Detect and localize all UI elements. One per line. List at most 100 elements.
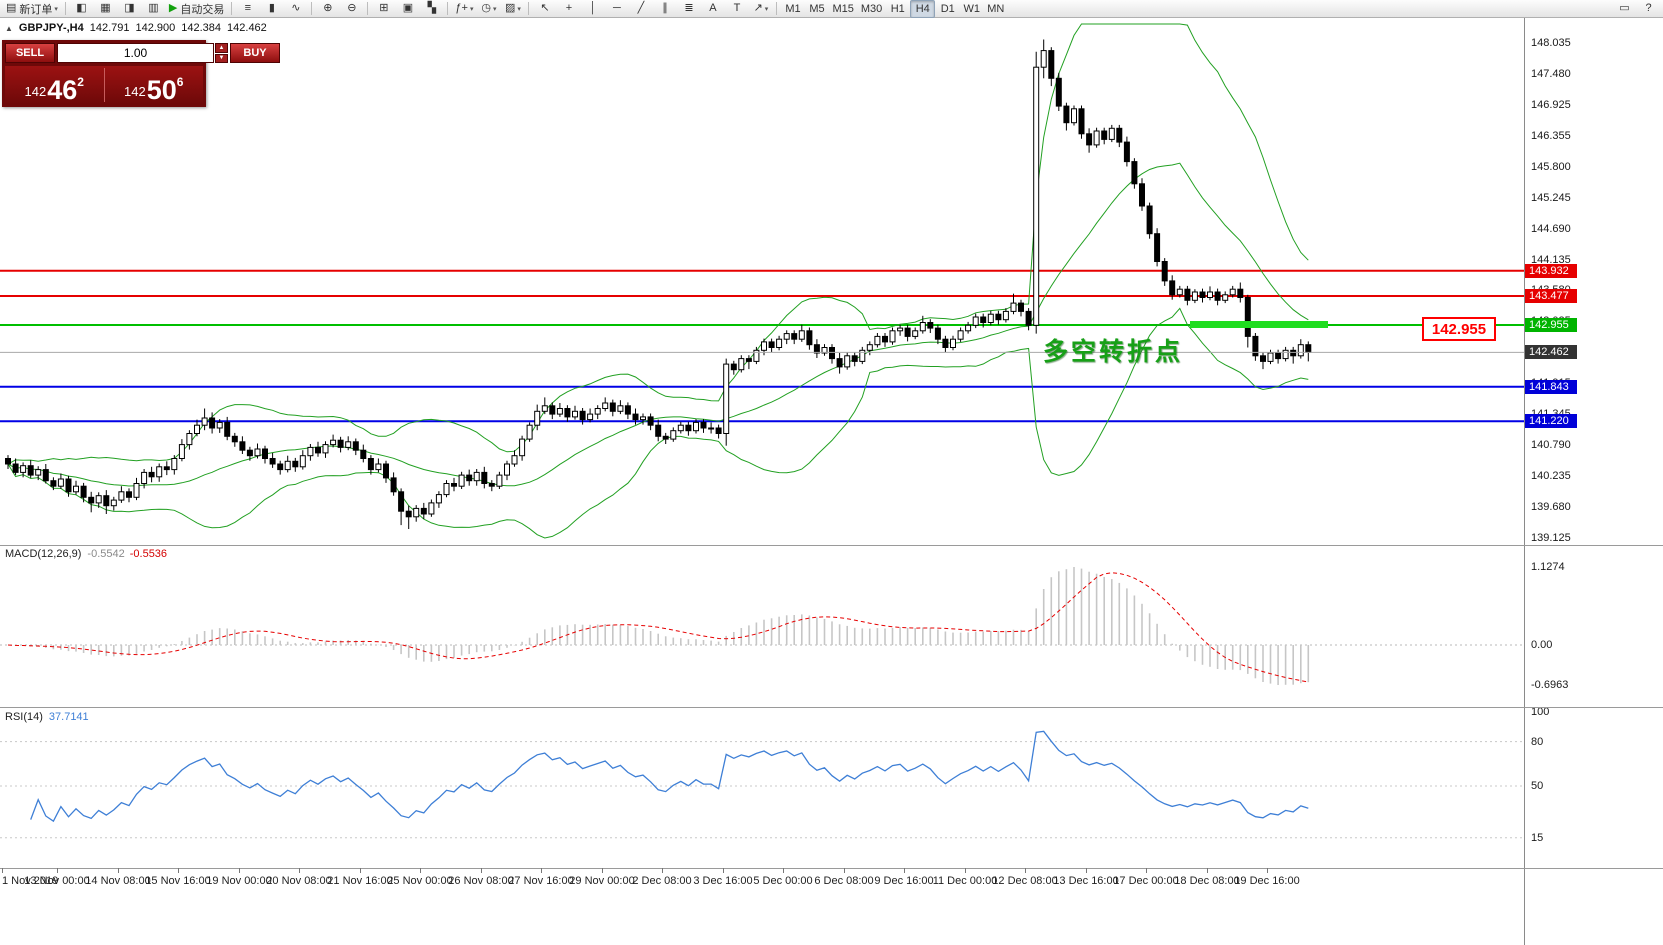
- arrows-button[interactable]: ↗ ▾: [749, 1, 772, 17]
- price-level-callout[interactable]: 142.955: [1422, 317, 1496, 341]
- chart-plot-area[interactable]: [0, 18, 1524, 870]
- price-divider: [103, 68, 105, 102]
- timeframe-w1-button[interactable]: W1: [960, 1, 983, 17]
- time-axis-separator: [0, 868, 1663, 869]
- sell-button[interactable]: SELL: [5, 43, 55, 63]
- chart-text-annotation[interactable]: 多空转折点: [1043, 338, 1184, 366]
- timeframe-m30-button-label: M30: [860, 2, 883, 15]
- channel-button[interactable]: ∥: [653, 1, 676, 17]
- sell-price-whole: 142: [24, 84, 47, 99]
- timeframe-m1-button[interactable]: M1: [781, 1, 804, 17]
- price-axis-label: 145.245: [1531, 191, 1571, 204]
- navigator-button[interactable]: ◨: [118, 1, 141, 17]
- timeframe-m30-button[interactable]: M30: [858, 1, 885, 17]
- timeframe-d1-button-label: D1: [940, 2, 955, 15]
- bollinger-lower-band: [7, 307, 1309, 539]
- dropdown-caret-icon: ▾: [469, 5, 474, 13]
- toolbar-separator: [776, 2, 778, 15]
- time-axis-tickmark: [1025, 868, 1026, 873]
- line-chart-type-button[interactable]: ∿: [284, 1, 307, 17]
- price-axis-label: 144.690: [1531, 222, 1571, 235]
- crosshair-icon: +: [565, 2, 573, 14]
- time-axis-label: 11 Dec 00:00: [932, 875, 998, 887]
- cascade-windows-button[interactable]: ▣: [396, 1, 419, 17]
- volume-down-button[interactable]: ▼: [215, 53, 228, 63]
- data-window-icon: ▦: [100, 2, 111, 14]
- timeframe-h1-button[interactable]: H1: [886, 1, 909, 17]
- ohlc-close: 142.462: [227, 22, 267, 34]
- time-axis-label: 13 Nov 00:00: [24, 875, 90, 887]
- time-axis-tickmark: [844, 868, 845, 873]
- arrows-icon: ↗: [753, 2, 763, 14]
- auto-arrange-button[interactable]: ▚: [420, 1, 443, 17]
- time-axis-label: 26 Nov 08:00: [448, 875, 514, 887]
- bar-chart-type-button[interactable]: ≡: [236, 1, 259, 17]
- periods-icon: ◷: [481, 2, 491, 14]
- highlight-zone-segment[interactable]: [1190, 321, 1328, 328]
- timeframe-mn-button[interactable]: MN: [984, 1, 1007, 17]
- autotrading-icon: ▶: [168, 2, 178, 14]
- sell-price-display[interactable]: 142 46 2: [5, 66, 104, 104]
- price-axis[interactable]: 148.035 147.480 146.925 146.355 145.800 145.2…: [1524, 18, 1663, 945]
- time-axis-tickmark: [1086, 868, 1087, 873]
- timeframe-m5-button[interactable]: M5: [805, 1, 828, 17]
- templates-button[interactable]: ▨ ▾: [501, 1, 524, 17]
- zoom-out-button[interactable]: ⊖: [340, 1, 363, 17]
- timeframe-h4-button-label: H4: [915, 2, 930, 15]
- timeframe-m15-button[interactable]: M15: [829, 1, 856, 17]
- dropdown-caret-icon: ▾: [764, 5, 769, 13]
- panel-separator-rsi[interactable]: [0, 707, 1663, 708]
- time-axis-tickmark: [360, 868, 361, 873]
- buy-price-whole: 142: [124, 84, 146, 99]
- buy-button[interactable]: BUY: [230, 43, 280, 63]
- time-axis-tickmark: [420, 868, 421, 873]
- crosshair-button[interactable]: +: [557, 1, 580, 17]
- candlesticks: [5, 39, 1312, 529]
- time-axis-tickmark: [1207, 868, 1208, 873]
- zoom-in-button[interactable]: ⊕: [316, 1, 339, 17]
- trendline-button[interactable]: ╱: [629, 1, 652, 17]
- help-button[interactable]: ?: [1637, 1, 1660, 17]
- price-axis-label: 148.035: [1531, 37, 1571, 50]
- time-axis-label: 6 Dec 08:00: [814, 875, 874, 887]
- indicators-button[interactable]: ƒ+ ▾: [452, 1, 476, 17]
- data-window-button[interactable]: ▦: [94, 1, 117, 17]
- autotrading-button-label: 自动交易: [180, 3, 225, 16]
- text-button[interactable]: A: [701, 1, 724, 17]
- help-icon: ?: [1645, 2, 1652, 14]
- text-icon: A: [709, 2, 717, 14]
- tile-windows-button[interactable]: ⊞: [372, 1, 395, 17]
- new-order-button[interactable]: ▤ 新订单 ▾: [3, 1, 61, 17]
- sell-price-point: 2: [77, 75, 84, 89]
- timeframe-mn-button-label: MN: [987, 2, 1005, 15]
- timeframe-h4-button[interactable]: H4: [910, 0, 936, 18]
- panel-separator-macd[interactable]: [0, 545, 1663, 546]
- price-badge-141.220: 141.220: [1525, 414, 1577, 429]
- timeframe-m15-button-label: M15: [832, 2, 854, 15]
- bar-chart-icon: ≡: [244, 2, 252, 14]
- time-axis-label: 12 Dec 08:00: [992, 875, 1058, 887]
- horizontal-line-button[interactable]: ─: [605, 1, 628, 17]
- vertical-line-button[interactable]: │: [581, 1, 604, 17]
- periods-button[interactable]: ◷ ▾: [477, 1, 500, 17]
- volume-input[interactable]: [57, 43, 214, 63]
- label-button[interactable]: T: [725, 1, 748, 17]
- fibonacci-icon: ≣: [684, 2, 694, 14]
- cursor-button[interactable]: ↖: [533, 1, 556, 17]
- terminal-button[interactable]: ▥: [142, 1, 165, 17]
- volume-up-button[interactable]: ▲: [215, 43, 228, 53]
- zoom-in-icon: ⊕: [323, 2, 333, 14]
- time-axis-tickmark: [965, 868, 966, 873]
- timeframe-d1-button[interactable]: D1: [936, 1, 959, 17]
- candlestick-type-button[interactable]: ▮: [260, 1, 283, 17]
- one-click-collapse-icon[interactable]: ▲: [5, 23, 13, 33]
- time-axis-label: 19 Dec 16:00: [1234, 875, 1300, 887]
- autotrading-button[interactable]: ▶ 自动交易: [166, 1, 227, 17]
- time-axis[interactable]: 1 Nov 2019 13 Nov 00:00 14 Nov 08:00 15 Nov…: [0, 868, 1524, 894]
- buy-price-display[interactable]: 142 50 6: [105, 66, 204, 104]
- macd-main-value: -0.5542: [87, 548, 125, 560]
- fibonacci-button[interactable]: ≣: [677, 1, 700, 17]
- price-axis-label: 145.800: [1531, 161, 1571, 174]
- docking-button[interactable]: ▭: [1613, 1, 1636, 17]
- market-watch-button[interactable]: ◧: [70, 1, 93, 17]
